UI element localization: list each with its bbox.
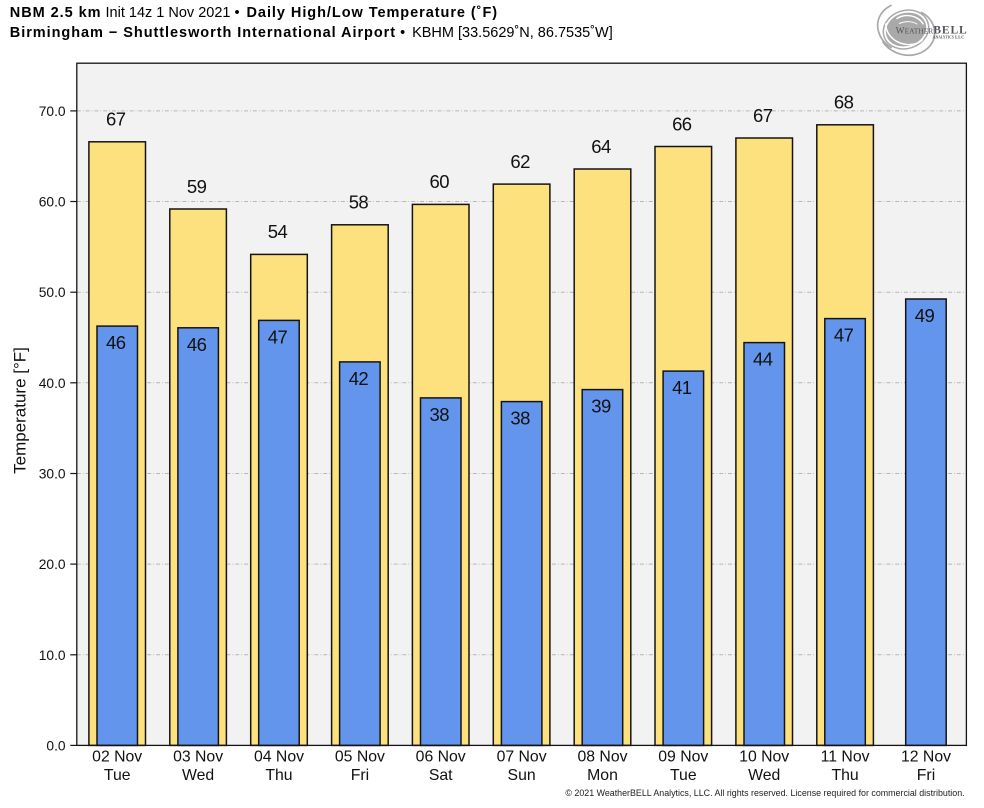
- svg-text:04 Nov: 04 Nov: [254, 748, 304, 765]
- svg-text:WEATHERBELL: WEATHERBELL: [896, 25, 968, 37]
- svg-text:58: 58: [349, 192, 369, 213]
- svg-text:38: 38: [430, 404, 450, 425]
- svg-text:47: 47: [834, 325, 854, 346]
- svg-text:Thu: Thu: [831, 767, 858, 784]
- svg-text:ANALYTICS LLC: ANALYTICS LLC: [932, 35, 964, 40]
- svg-text:12 Nov: 12 Nov: [901, 748, 951, 765]
- svg-text:30.0: 30.0: [39, 467, 66, 482]
- svg-text:Temperature [°F]: Temperature [°F]: [11, 347, 30, 474]
- svg-text:02 Nov: 02 Nov: [92, 748, 142, 765]
- svg-text:67: 67: [753, 105, 773, 126]
- svg-text:60.0: 60.0: [39, 195, 66, 210]
- svg-text:42: 42: [349, 368, 369, 389]
- svg-text:46: 46: [106, 332, 126, 353]
- svg-text:10.0: 10.0: [39, 648, 66, 663]
- svg-text:66: 66: [672, 113, 692, 134]
- svg-text:41: 41: [672, 377, 692, 398]
- svg-text:10 Nov: 10 Nov: [739, 748, 789, 765]
- svg-text:Tue: Tue: [104, 767, 131, 784]
- svg-text:Fri: Fri: [917, 767, 935, 784]
- svg-text:70.0: 70.0: [39, 104, 66, 119]
- svg-text:67: 67: [106, 109, 126, 130]
- svg-text:Tue: Tue: [670, 767, 697, 784]
- svg-text:05 Nov: 05 Nov: [335, 748, 385, 765]
- svg-text:Fri: Fri: [351, 767, 369, 784]
- svg-text:40.0: 40.0: [39, 376, 66, 391]
- svg-text:49: 49: [915, 305, 935, 326]
- svg-text:38: 38: [510, 408, 530, 429]
- svg-text:50.0: 50.0: [39, 285, 66, 300]
- svg-text:09 Nov: 09 Nov: [658, 748, 708, 765]
- svg-text:03 Nov: 03 Nov: [173, 748, 223, 765]
- svg-text:06 Nov: 06 Nov: [416, 748, 466, 765]
- svg-text:Sun: Sun: [508, 767, 536, 784]
- svg-text:Wed: Wed: [182, 767, 214, 784]
- svg-text:Sat: Sat: [429, 767, 453, 784]
- svg-text:39: 39: [591, 396, 611, 417]
- svg-text:64: 64: [591, 136, 611, 157]
- svg-text:47: 47: [268, 326, 288, 347]
- svg-text:44: 44: [753, 349, 773, 370]
- svg-text:59: 59: [187, 176, 207, 197]
- svg-text:54: 54: [268, 221, 288, 242]
- svg-text:0.0: 0.0: [46, 738, 66, 753]
- svg-text:62: 62: [510, 151, 530, 172]
- svg-text:07 Nov: 07 Nov: [497, 748, 547, 765]
- svg-text:20.0: 20.0: [39, 557, 66, 572]
- svg-text:11 Nov: 11 Nov: [821, 748, 870, 765]
- svg-text:68: 68: [834, 92, 854, 113]
- svg-text:Thu: Thu: [265, 767, 292, 784]
- svg-text:08 Nov: 08 Nov: [577, 748, 627, 765]
- svg-text:Wed: Wed: [748, 767, 780, 784]
- svg-text:Mon: Mon: [587, 767, 618, 784]
- svg-text:46: 46: [187, 334, 207, 355]
- svg-text:60: 60: [430, 171, 450, 192]
